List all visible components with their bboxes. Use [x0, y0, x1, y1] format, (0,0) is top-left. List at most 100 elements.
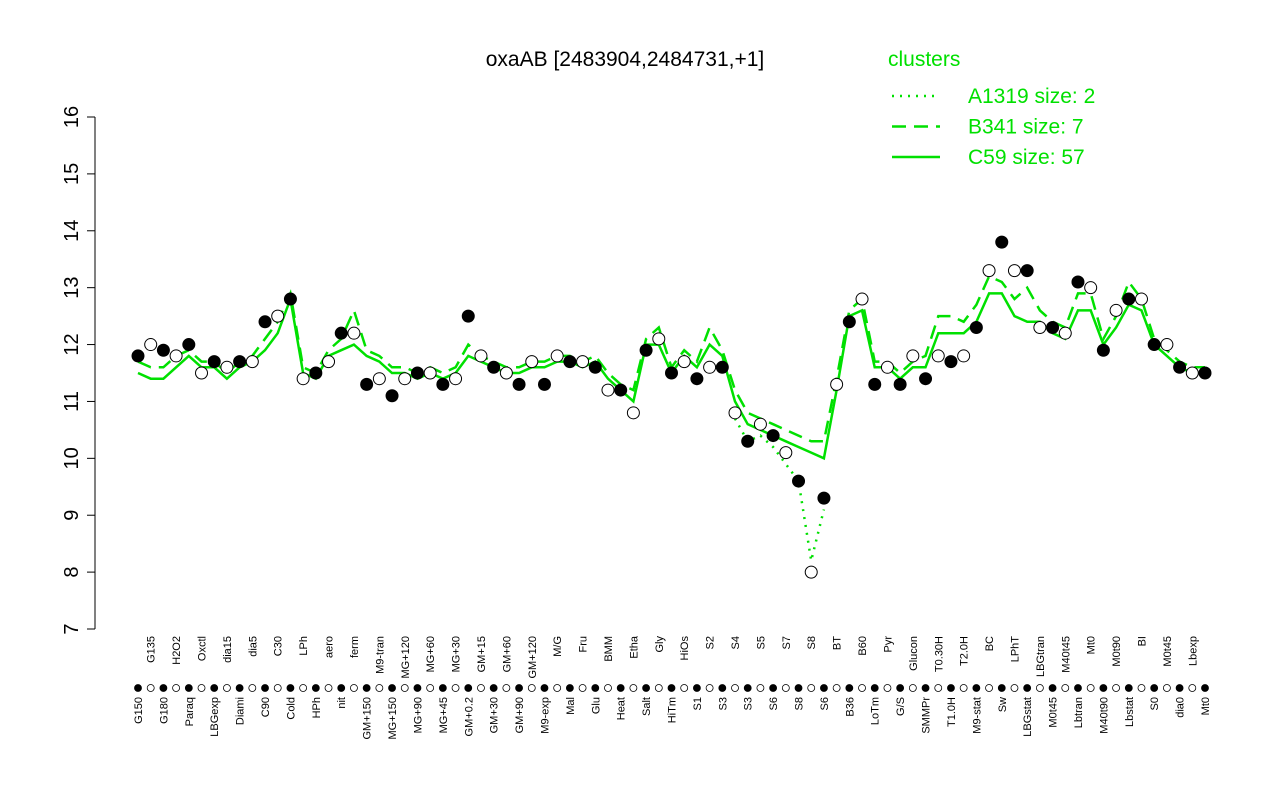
data-point	[283, 292, 297, 306]
x-tick-label: dia15	[222, 636, 234, 663]
category-marker	[451, 684, 460, 692]
category-marker	[705, 684, 714, 692]
category-marker	[388, 684, 396, 692]
category-marker	[921, 684, 930, 692]
category-marker	[1048, 684, 1057, 692]
category-marker	[565, 684, 574, 692]
data-point	[817, 491, 831, 505]
data-point	[550, 349, 564, 363]
data-point	[969, 320, 983, 334]
data-point	[296, 372, 310, 386]
x-tick-label: M0t90	[1111, 636, 1123, 667]
data-point	[258, 315, 272, 329]
x-tick-label: T0.30H	[933, 636, 945, 672]
data-point	[804, 565, 818, 579]
category-marker	[1124, 684, 1133, 692]
category-marker	[832, 684, 841, 692]
legend-label: A1319 size: 2	[968, 85, 1095, 108]
data-point	[144, 338, 158, 352]
category-marker	[1099, 684, 1108, 692]
category-marker	[515, 684, 523, 692]
category-marker	[337, 684, 346, 692]
data-point	[1007, 264, 1021, 278]
x-tick-label: MG+30	[451, 636, 463, 672]
x-tick-label: MG+90	[412, 697, 424, 733]
x-tick-label: H2O2	[171, 636, 183, 665]
category-marker	[1162, 684, 1171, 692]
category-marker	[870, 684, 879, 692]
y-tick-label: 11	[61, 391, 83, 412]
category-marker	[1074, 684, 1082, 692]
data-point	[1096, 343, 1110, 357]
x-tick-label: M40t45	[1060, 636, 1072, 673]
x-tick-label: MG+150	[387, 697, 399, 740]
category-marker	[261, 684, 269, 692]
category-marker	[159, 684, 168, 692]
x-tick-label: dia0	[1175, 697, 1187, 718]
data-point	[309, 366, 323, 380]
category-marker	[578, 684, 587, 692]
category-marker	[604, 684, 612, 692]
category-marker	[972, 684, 981, 692]
x-tick-label: B60	[857, 636, 869, 656]
data-point	[868, 377, 882, 391]
category-marker	[210, 684, 219, 692]
x-tick-label: S3	[717, 697, 729, 710]
x-tick-label: C90	[260, 697, 272, 717]
category-marker	[908, 684, 917, 692]
category-marker	[235, 684, 244, 692]
x-tick-label: Mal	[565, 697, 577, 715]
x-tick-label: M0t45	[1048, 697, 1060, 728]
data-point	[563, 355, 577, 369]
x-tick-label: GM+120	[527, 636, 539, 679]
legend-title: clusters	[888, 48, 960, 71]
y-tick-label: 13	[61, 277, 83, 299]
category-marker	[591, 684, 600, 692]
x-tick-label: Gly	[654, 636, 666, 653]
x-tick-label: GM+90	[514, 697, 526, 733]
category-marker	[553, 684, 562, 692]
category-marker	[172, 684, 181, 692]
x-tick-label: Lbexp	[1187, 636, 1199, 666]
series-line	[137, 274, 1205, 443]
data-point	[626, 406, 640, 420]
category-marker	[1112, 684, 1120, 692]
data-point	[906, 349, 920, 363]
category-marker	[413, 684, 422, 692]
category-marker	[743, 684, 752, 692]
x-tick-label: HiTm	[667, 697, 679, 723]
x-tick-label: G180	[158, 697, 170, 724]
x-tick-label: T1.0H	[946, 697, 958, 727]
x-tick-label: M/G	[552, 636, 564, 657]
data-point	[830, 377, 844, 391]
category-marker	[527, 684, 536, 692]
category-marker	[1137, 684, 1146, 692]
x-tick-label: MG+60	[425, 636, 437, 672]
x-tick-label: Glu	[590, 697, 602, 714]
data-point	[855, 292, 869, 306]
data-point	[995, 235, 1009, 249]
data-point	[423, 366, 437, 380]
category-marker	[1061, 684, 1070, 692]
category-marker	[667, 684, 676, 692]
x-tick-label: GM+0.2	[463, 697, 475, 736]
x-tick-label: HiOs	[679, 636, 691, 661]
data-point	[233, 355, 247, 369]
data-point	[156, 343, 170, 357]
data-point	[1109, 303, 1123, 317]
x-tick-label: LPhT	[1009, 636, 1021, 663]
category-marker	[184, 684, 193, 692]
x-tick-label: Mt0	[1086, 636, 1098, 654]
data-point	[360, 377, 374, 391]
category-marker	[502, 684, 511, 692]
data-point	[271, 309, 285, 323]
data-point	[220, 360, 234, 374]
x-tick-label: LBGtran	[1035, 636, 1047, 677]
x-tick-label: LBGexp	[209, 697, 221, 737]
x-tick-label: LBGstat	[1022, 697, 1034, 737]
x-tick-label: MG+45	[438, 697, 450, 733]
category-marker	[769, 684, 778, 692]
data-point	[334, 326, 348, 340]
x-tick-label: Etha	[628, 635, 640, 659]
x-tick-label: S7	[781, 636, 793, 649]
